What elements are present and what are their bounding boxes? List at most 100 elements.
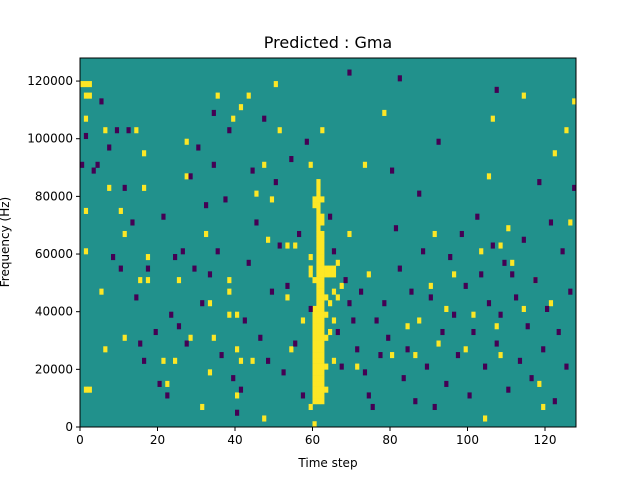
heatmap-cell-high	[269, 196, 275, 203]
heatmap-cell-high	[316, 375, 321, 382]
heatmap-cell-low	[250, 167, 255, 174]
heatmap-cell-high	[312, 340, 317, 347]
heatmap-cell-high	[355, 363, 360, 370]
heatmap-cell-high	[312, 352, 317, 359]
heatmap-cell-high	[541, 403, 546, 411]
heatmap-cell-high	[316, 196, 321, 203]
heatmap-cell-high	[308, 265, 313, 272]
heatmap-cell-high	[320, 196, 325, 203]
heatmap-cell-high	[320, 277, 325, 284]
heatmap-cell-low	[176, 323, 182, 330]
heatmap-cell-high	[320, 380, 325, 387]
heatmap-cell-low	[138, 340, 143, 347]
heatmap-cell-low	[262, 115, 267, 122]
heatmap-cell-low	[393, 225, 399, 232]
heatmap-cell-high	[328, 265, 333, 272]
heatmap-cell-high	[312, 369, 317, 376]
heatmap-cell-high	[316, 363, 321, 370]
heatmap-cell-high	[289, 346, 294, 353]
heatmap-cell-high	[312, 317, 317, 324]
heatmap-cell-high	[312, 277, 317, 284]
heatmap-cell-high	[211, 334, 216, 341]
heatmap-cell-high	[316, 305, 321, 312]
heatmap-cell-high	[417, 317, 422, 324]
heatmap-cell-high	[316, 288, 321, 295]
heatmap-cell-high	[316, 392, 321, 399]
heatmap-cell-high	[142, 150, 147, 157]
heatmap-cell-low	[455, 352, 461, 359]
heatmap-cell-high	[87, 386, 92, 393]
heatmap-cell-high	[87, 81, 92, 88]
heatmap-cell-low	[510, 271, 515, 278]
heatmap-cell-low	[440, 328, 445, 336]
heatmap-cell-high	[331, 357, 337, 364]
heatmap-cell-low	[95, 161, 100, 168]
heatmap-cell-low	[463, 282, 468, 289]
heatmap-cell-high	[471, 311, 476, 318]
heatmap-cell-low	[83, 132, 89, 140]
heatmap-cell-high	[324, 294, 329, 301]
heatmap-cell-high	[161, 357, 166, 364]
heatmap-cell-low	[564, 363, 569, 370]
heatmap-cell-high	[200, 403, 205, 411]
heatmap-cell-high	[320, 288, 325, 295]
heatmap-cell-high	[238, 357, 244, 364]
heatmap-cell-high	[173, 357, 178, 364]
heatmap-cell-high	[316, 202, 321, 209]
heatmap-cell-high	[207, 300, 213, 307]
heatmap-cell-low	[130, 219, 135, 226]
heatmap-cell-high	[316, 300, 321, 307]
heatmap-cell-high	[494, 323, 499, 330]
heatmap-cell-high	[227, 288, 232, 295]
heatmap-cell-high	[231, 115, 236, 122]
heatmap-cell-high	[436, 340, 441, 347]
heatmap-cell-low	[409, 288, 414, 295]
heatmap-cell-low	[339, 363, 344, 370]
y-tick-label: 20000	[35, 362, 73, 376]
heatmap-cell-high	[83, 92, 89, 99]
heatmap-cell-high	[331, 265, 337, 272]
heatmap-cell-high	[308, 271, 313, 278]
y-tick-label: 60000	[35, 247, 73, 261]
y-tick-label: 80000	[35, 189, 73, 203]
heatmap-cell-high	[320, 254, 325, 261]
heatmap-cell-high	[316, 352, 321, 359]
heatmap-cell-low	[552, 398, 557, 405]
heatmap-cell-high	[572, 98, 577, 105]
heatmap-cell-high	[312, 311, 317, 318]
heatmap-cell-low	[223, 196, 228, 203]
heatmap-cell-high	[324, 363, 329, 370]
heatmap-cell-high	[324, 386, 329, 393]
heatmap-cell-high	[320, 340, 325, 347]
heatmap-cell-low	[378, 352, 383, 359]
heatmap-cell-high	[316, 179, 321, 186]
heatmap-cell-high	[316, 311, 321, 318]
heatmap-cell-low	[122, 184, 127, 191]
y-tick-label: 0	[65, 420, 73, 434]
heatmap-cell-high	[316, 277, 321, 284]
heatmap-cell-high	[308, 403, 313, 411]
heatmap-cell-high	[320, 375, 325, 382]
heatmap-cell-high	[498, 242, 503, 249]
heatmap-cell-low	[397, 75, 402, 82]
heatmap-cell-low	[397, 265, 402, 272]
heatmap-cell-high	[235, 392, 240, 399]
heatmap-cell-low	[335, 328, 340, 336]
y-axis-label: Frequency (Hz)	[0, 197, 12, 288]
heatmap-cell-low	[424, 363, 430, 370]
heatmap-cell-high	[285, 294, 290, 301]
heatmap-cell-low	[490, 242, 495, 249]
heatmap-cell-low	[541, 346, 546, 353]
heatmap-cell-high	[362, 161, 368, 168]
heatmap-cell-low	[192, 265, 197, 272]
heatmap-cell-high	[184, 138, 189, 145]
heatmap-cell-low	[494, 340, 499, 347]
heatmap-cell-low	[184, 340, 189, 347]
heatmap-cell-high	[320, 242, 325, 249]
y-tick-label: 40000	[35, 305, 73, 319]
heatmap-cell-high	[285, 242, 290, 249]
heatmap-cell-high	[521, 305, 526, 312]
heatmap-cell-low	[347, 300, 352, 307]
heatmap-cell-high	[83, 207, 89, 214]
